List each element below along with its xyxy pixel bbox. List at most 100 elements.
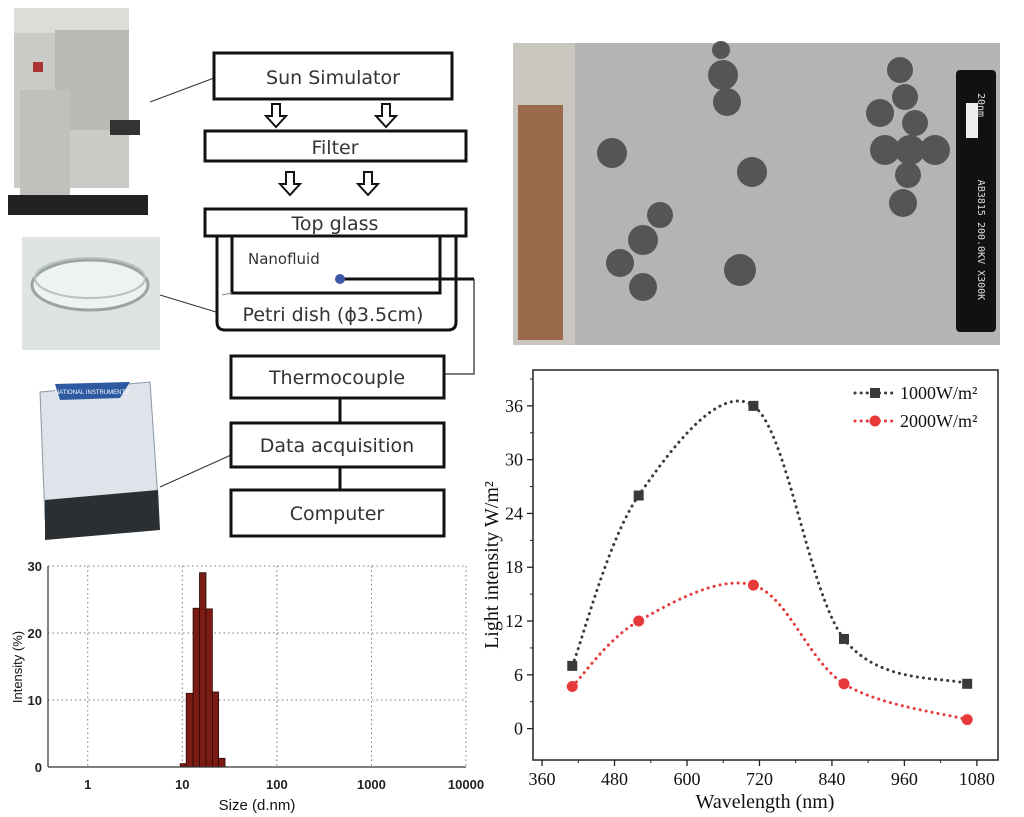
data-point-square — [748, 400, 759, 411]
nanoparticle — [606, 249, 634, 277]
x-tick-label: 1000 — [357, 777, 386, 792]
thermocouple-wire — [335, 274, 475, 375]
line-xlabel: Wavelength (nm) — [696, 791, 835, 813]
plot-frame — [532, 369, 999, 761]
computer-label: Computer — [290, 503, 385, 525]
histogram-bar — [199, 572, 207, 768]
nanoparticle — [902, 110, 928, 136]
histogram-bar — [205, 608, 213, 768]
top-glass-label: Top glass — [291, 213, 379, 235]
nanoparticle — [895, 135, 925, 165]
petri-dish-label: Petri dish (ϕ3.5cm) — [243, 304, 424, 326]
legend-marker-circle — [869, 415, 881, 427]
nanoparticle — [629, 273, 657, 301]
data-point-square — [567, 660, 578, 671]
hist-xlabel: Size (d.nm) — [219, 797, 296, 814]
data-acquisition-box: Data acquisition — [229, 421, 446, 469]
nanoparticle — [597, 138, 627, 168]
histogram-bar — [192, 607, 200, 768]
x-tick-label: 960 — [891, 769, 918, 789]
legend-label: 1000W/m² — [900, 383, 977, 403]
computer-box: Computer — [229, 488, 446, 538]
x-tick-label: 100 — [266, 777, 288, 792]
legend-label: 2000W/m² — [900, 411, 977, 431]
x-tick-label: 1080 — [959, 769, 995, 789]
y-tick-label: 0 — [514, 719, 523, 739]
data-point-square — [633, 490, 644, 501]
data-acquisition-label: Data acquisition — [260, 435, 414, 457]
nanoparticle — [713, 88, 741, 116]
petri-dish-box: Nanofluid Petri dish (ϕ3.5cm) — [215, 234, 458, 332]
x-tick-label: 840 — [818, 769, 845, 789]
y-tick-label: 24 — [505, 503, 523, 523]
x-tick-label: 600 — [673, 769, 700, 789]
nanoparticle — [647, 202, 673, 228]
filter-box: Filter — [203, 129, 468, 163]
tem-info: AB3815 200.0KV X300K — [975, 180, 986, 300]
nanoparticle — [895, 162, 921, 188]
nanoparticle — [870, 135, 900, 165]
nanoparticle — [892, 84, 918, 110]
series-line-2 — [570, 581, 969, 722]
nanoparticle — [712, 41, 730, 59]
daq-brand: NATIONAL INSTRUMENTS — [55, 390, 129, 396]
arrow-down-icon — [263, 103, 399, 197]
sun-simulator-label: Sun Simulator — [266, 67, 400, 89]
y-tick-label: 10 — [28, 693, 42, 708]
y-tick-label: 6 — [514, 665, 523, 685]
leader-line — [149, 77, 215, 103]
y-tick-label: 18 — [505, 557, 523, 577]
series-line-1 — [570, 399, 969, 686]
x-tick-label: 10 — [175, 777, 189, 792]
nanoparticle — [887, 57, 913, 83]
x-tick-label: 1 — [84, 777, 91, 792]
scale-bar-label: 20nm — [975, 93, 986, 117]
scale-bar — [966, 103, 978, 138]
top-glass-box: Top glass — [203, 207, 468, 238]
x-tick-label: 360 — [529, 769, 556, 789]
sun-simulator-box: Sun Simulator — [212, 51, 454, 101]
x-tick-label: 480 — [601, 769, 628, 789]
x-tick-label: 720 — [746, 769, 773, 789]
size-distribution-chart: 0 10 20 30 1 10 100 1000 10000 — [28, 559, 485, 792]
histogram-bar — [218, 757, 226, 768]
y-tick-label: 20 — [28, 626, 42, 641]
y-tick-label: 12 — [505, 611, 523, 631]
data-point-circle — [747, 579, 759, 591]
daq-device-photo: NATIONAL INSTRUMENTS — [30, 380, 160, 545]
hist-ylabel: Intensity (%) — [10, 631, 25, 703]
line-ylabel: Light intensity W/m² — [481, 481, 503, 649]
nanofluid-label: Nanofluid — [248, 250, 320, 268]
x-tick-label: 10000 — [448, 777, 484, 792]
histogram-bar — [211, 691, 219, 768]
leader-line — [159, 454, 232, 488]
y-tick-label: 0 — [35, 760, 42, 775]
data-point-square — [839, 633, 850, 644]
petri-dish-photo — [22, 237, 160, 350]
nanoparticle — [708, 60, 738, 90]
thermocouple-probe — [335, 274, 345, 284]
data-point-circle — [961, 714, 973, 726]
histogram-bar — [185, 692, 194, 768]
nanoparticle — [866, 99, 894, 127]
leader-line — [159, 294, 217, 313]
data-point-square — [962, 678, 973, 689]
light-intensity-chart: 360 480 600 720 840 960 1080 0 6 12 18 24 30 36 1000W/… — [505, 369, 999, 789]
nanoparticle — [920, 135, 950, 165]
filter-label: Filter — [311, 137, 358, 159]
tem-image: 20nm AB3815 200.0KV X300K — [513, 41, 1000, 345]
data-point-circle — [633, 615, 645, 627]
thermocouple-label: Thermocouple — [268, 367, 405, 389]
data-point-circle — [838, 678, 850, 690]
sun-simulator-photo — [8, 8, 148, 215]
nanoparticle — [628, 225, 658, 255]
legend-marker-square — [870, 388, 880, 398]
nanoparticle — [737, 157, 767, 187]
nanoparticle — [724, 254, 756, 286]
nanoparticle — [889, 189, 917, 217]
y-tick-label: 30 — [28, 559, 42, 574]
thermocouple-box: Thermocouple — [229, 354, 446, 400]
y-tick-label: 36 — [505, 396, 523, 416]
y-tick-label: 30 — [505, 450, 523, 470]
